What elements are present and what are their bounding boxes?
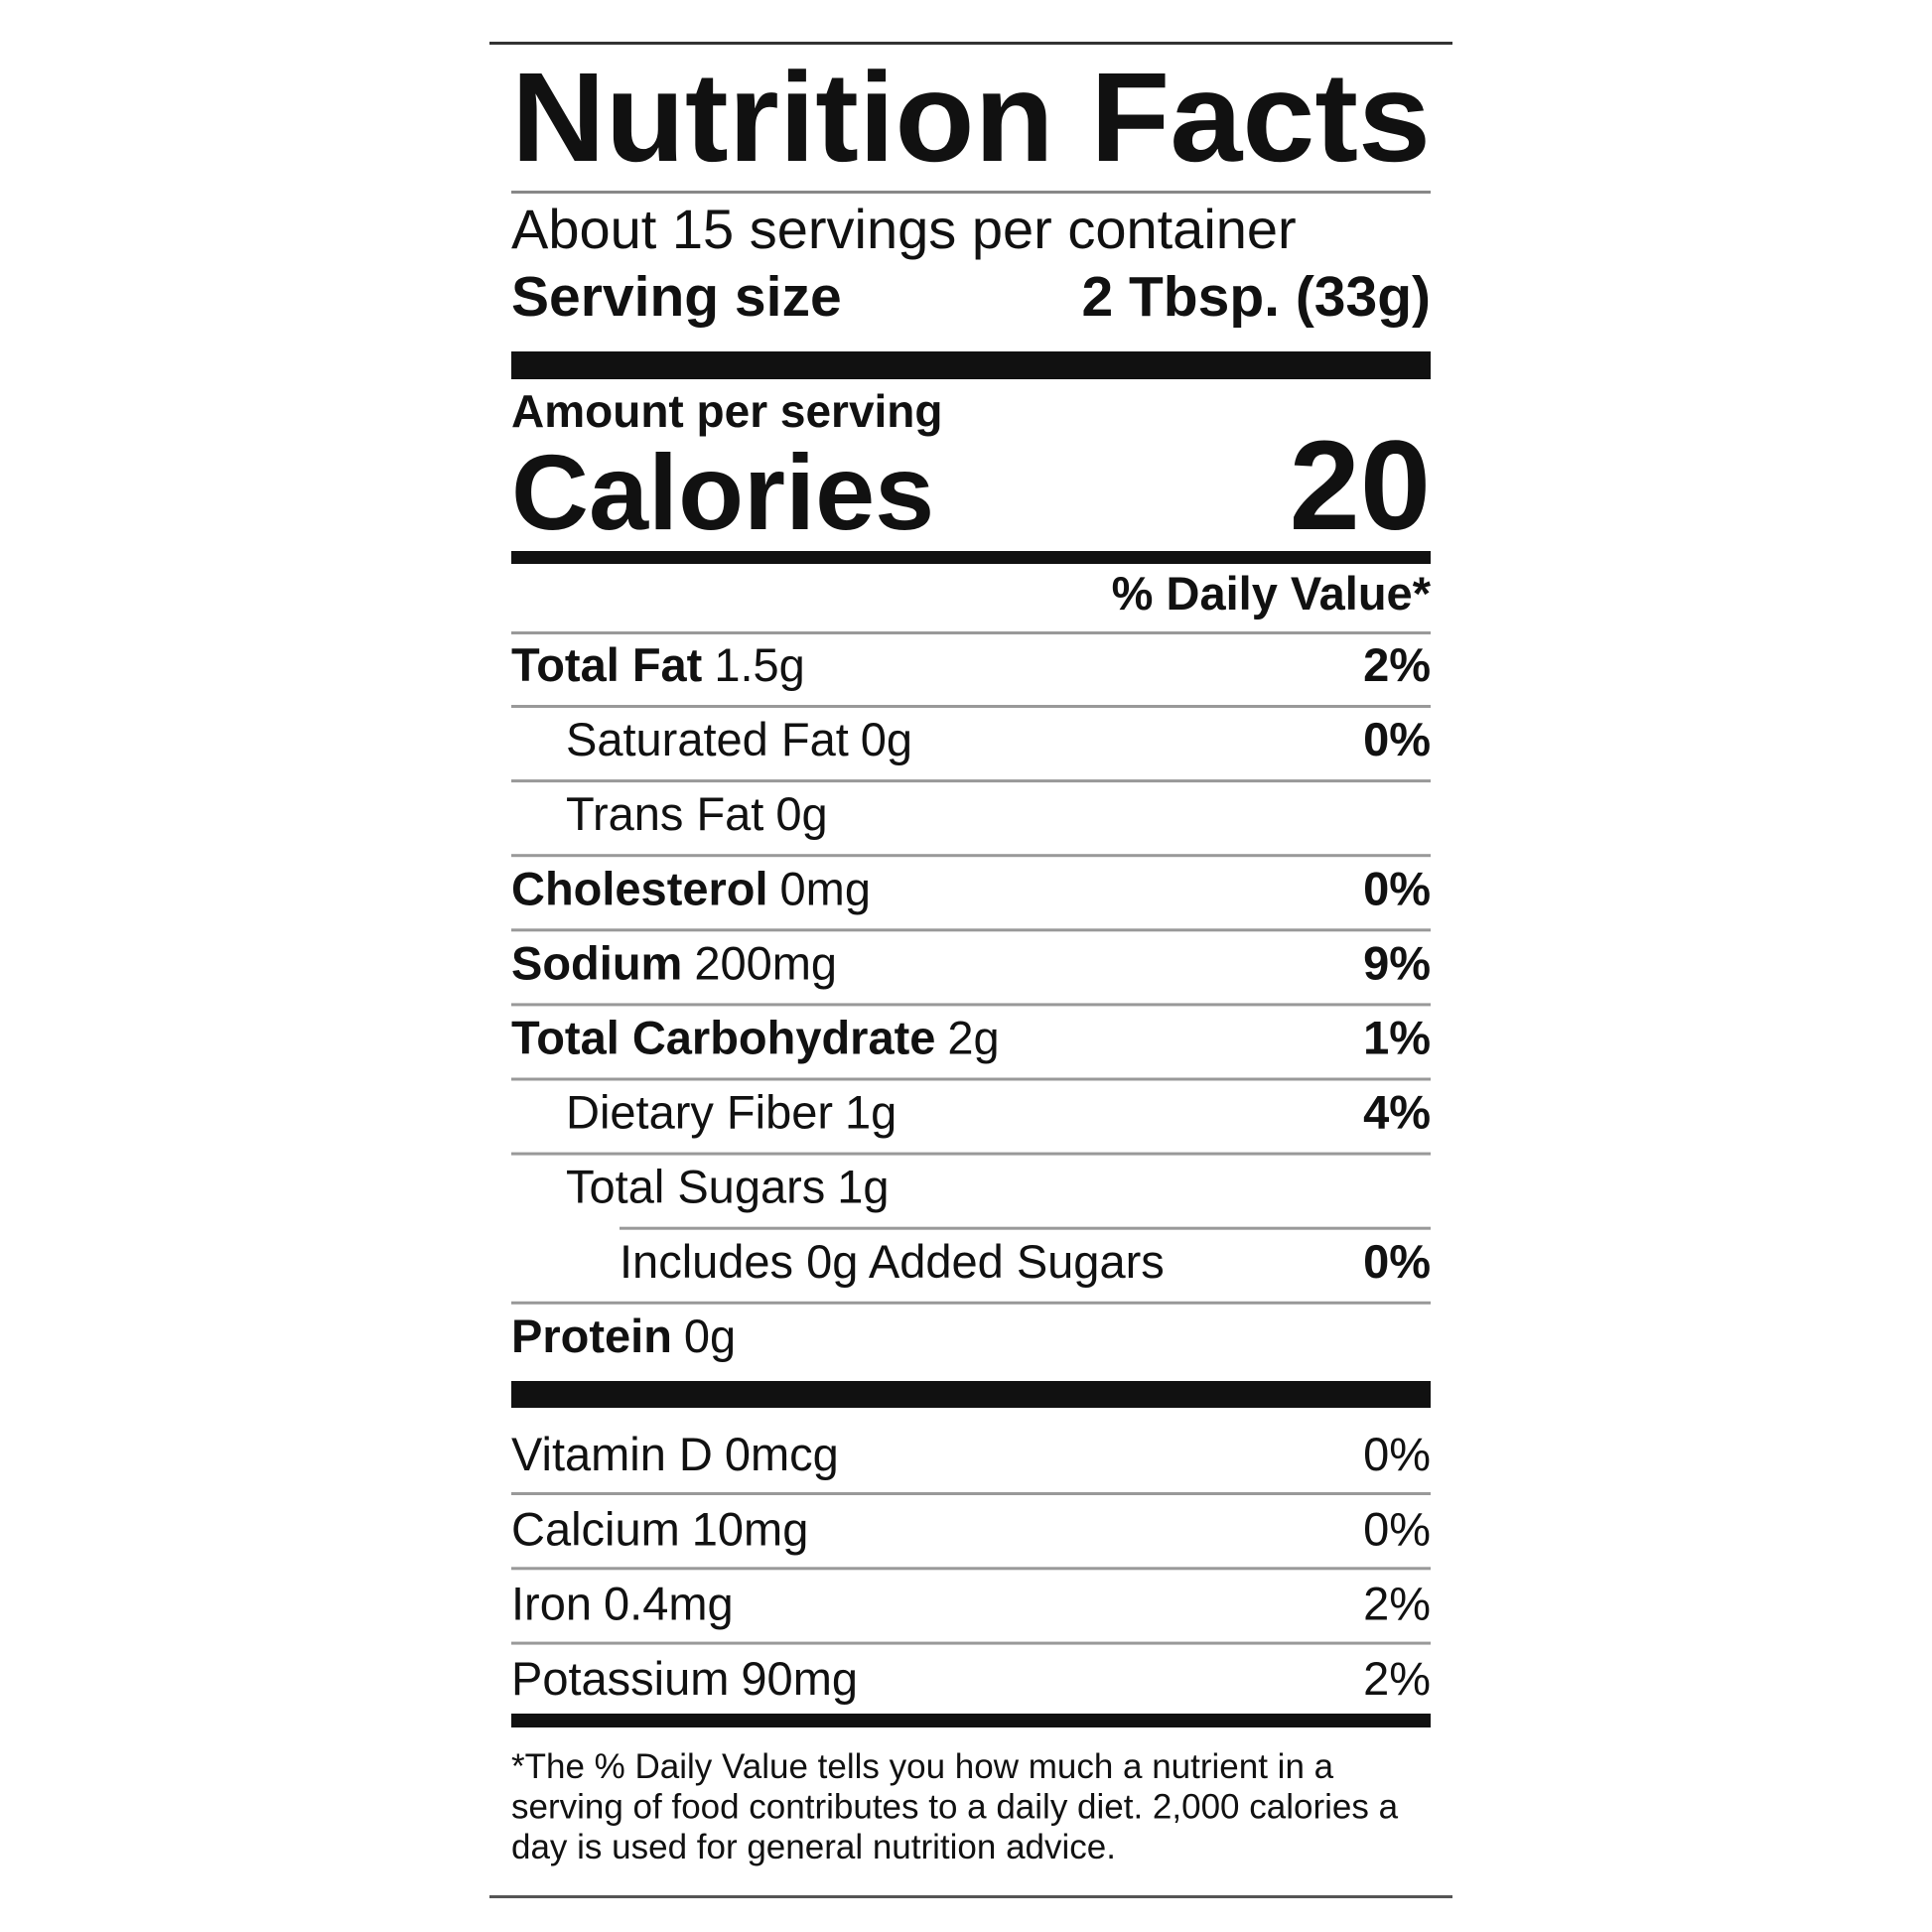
nutrient-name: Protein [511, 1310, 672, 1362]
vitamin-line: Potassium 90mg [511, 1652, 858, 1705]
medium-bar [511, 1714, 1431, 1727]
nutrient-line: Cholesterol 0mg [511, 862, 871, 914]
nutrient-line: Protein 0g [511, 1310, 736, 1362]
rule [511, 705, 1431, 708]
vitamin-dv: 0% [1363, 1502, 1431, 1555]
vitamin-name: Potassium [511, 1652, 729, 1705]
rule [511, 1301, 1431, 1305]
vitamin-amount: 90mg [741, 1652, 858, 1705]
amount-per-serving: Amount per serving [511, 385, 943, 437]
rule [511, 631, 1431, 634]
thick-bar [511, 351, 1431, 379]
vitamin-dv: 0% [1363, 1428, 1431, 1480]
nutrient-name: Total Carbohydrate [511, 1012, 935, 1064]
nutrient-amount: 0mg [780, 862, 871, 914]
calories-value: 20 [1290, 415, 1431, 557]
vitamin-dv: 2% [1363, 1578, 1431, 1630]
rule [511, 1152, 1431, 1156]
daily-value-header: % Daily Value* [1112, 567, 1432, 620]
footnote-line: serving of food contributes to a daily d… [511, 1788, 1399, 1827]
rule [511, 1492, 1431, 1495]
footnote-line: day is used for general nutrition advice… [511, 1828, 1116, 1866]
medium-bar [511, 551, 1431, 564]
serving-size-value: 2 Tbsp. (33g) [1081, 265, 1431, 329]
nutrient-name: Dietary Fiber [566, 1086, 833, 1139]
nutrient-line: Total Sugars 1g [566, 1161, 890, 1213]
nutrient-dv: 2% [1363, 638, 1431, 691]
nutrient-dv: 1% [1363, 1012, 1431, 1064]
vitamin-amount: 0.4mg [604, 1578, 734, 1630]
vitamin-line: Vitamin D 0mcg [511, 1428, 839, 1480]
title: Nutrition Facts [511, 47, 1431, 189]
rule [511, 1003, 1431, 1007]
nutrient-dv: 0% [1363, 1235, 1431, 1288]
rule [511, 1077, 1431, 1081]
nutrient-amount: 200mg [694, 936, 837, 989]
vitamin-name: Vitamin D [511, 1428, 713, 1480]
nutrient-line: Total Fat 1.5g [511, 638, 805, 691]
serving-size-label: Serving size [511, 265, 842, 329]
nutrient-name: Saturated Fat [566, 713, 849, 765]
rule [511, 191, 1431, 194]
nutrient-amount: 1.5g [714, 638, 804, 691]
nutrient-name: Total Sugars [566, 1161, 825, 1213]
nutrient-line: Dietary Fiber 1g [566, 1086, 897, 1139]
nutrient-amount: 0g [861, 713, 912, 765]
rule [511, 928, 1431, 932]
calories-label: Calories [511, 432, 934, 552]
vitamin-amount: 0mcg [725, 1428, 839, 1480]
nutrient-dv: 0% [1363, 713, 1431, 765]
thick-bar [511, 1381, 1431, 1408]
vitamin-line: Iron 0.4mg [511, 1578, 734, 1630]
nutrient-name: Cholesterol [511, 862, 768, 914]
nutrient-line: Sodium 200mg [511, 936, 837, 989]
rule [620, 1226, 1431, 1230]
servings: About 15 servings per container [511, 198, 1297, 260]
nutrient-name: Includes 0g Added Sugars [620, 1235, 1165, 1288]
nutrient-line: Saturated Fat 0g [566, 713, 912, 765]
nutrient-amount: 2g [947, 1012, 999, 1064]
nutrient-line: Trans Fat 0g [566, 787, 828, 840]
nutrient-dv: 4% [1363, 1086, 1431, 1139]
footnote-line: *The % Daily Value tells you how much a … [511, 1747, 1334, 1786]
nutrient-amount: 1g [837, 1161, 889, 1213]
rule [511, 1567, 1431, 1571]
nutrient-amount: 1g [845, 1086, 897, 1139]
nutrient-name: Trans Fat [566, 787, 763, 840]
nutrient-dv: 9% [1363, 936, 1431, 989]
rule [511, 854, 1431, 858]
vitamin-amount: 10mg [692, 1502, 809, 1555]
vitamin-line: Calcium 10mg [511, 1502, 808, 1555]
rule [511, 1641, 1431, 1645]
nutrient-line: Total Carbohydrate 2g [511, 1012, 1000, 1064]
rule [511, 779, 1431, 783]
vitamin-name: Calcium [511, 1502, 680, 1555]
top-rule [489, 42, 1452, 45]
bottom-rule [489, 1895, 1452, 1898]
nutrient-name: Total Fat [511, 638, 703, 691]
vitamin-name: Iron [511, 1578, 592, 1630]
vitamin-dv: 2% [1363, 1652, 1431, 1705]
nutrient-line: Includes 0g Added Sugars [620, 1235, 1165, 1288]
nutrient-name: Sodium [511, 936, 682, 989]
nutrient-amount: 0g [684, 1310, 736, 1362]
nutrient-amount: 0g [775, 787, 827, 840]
nutrient-dv: 0% [1363, 862, 1431, 914]
